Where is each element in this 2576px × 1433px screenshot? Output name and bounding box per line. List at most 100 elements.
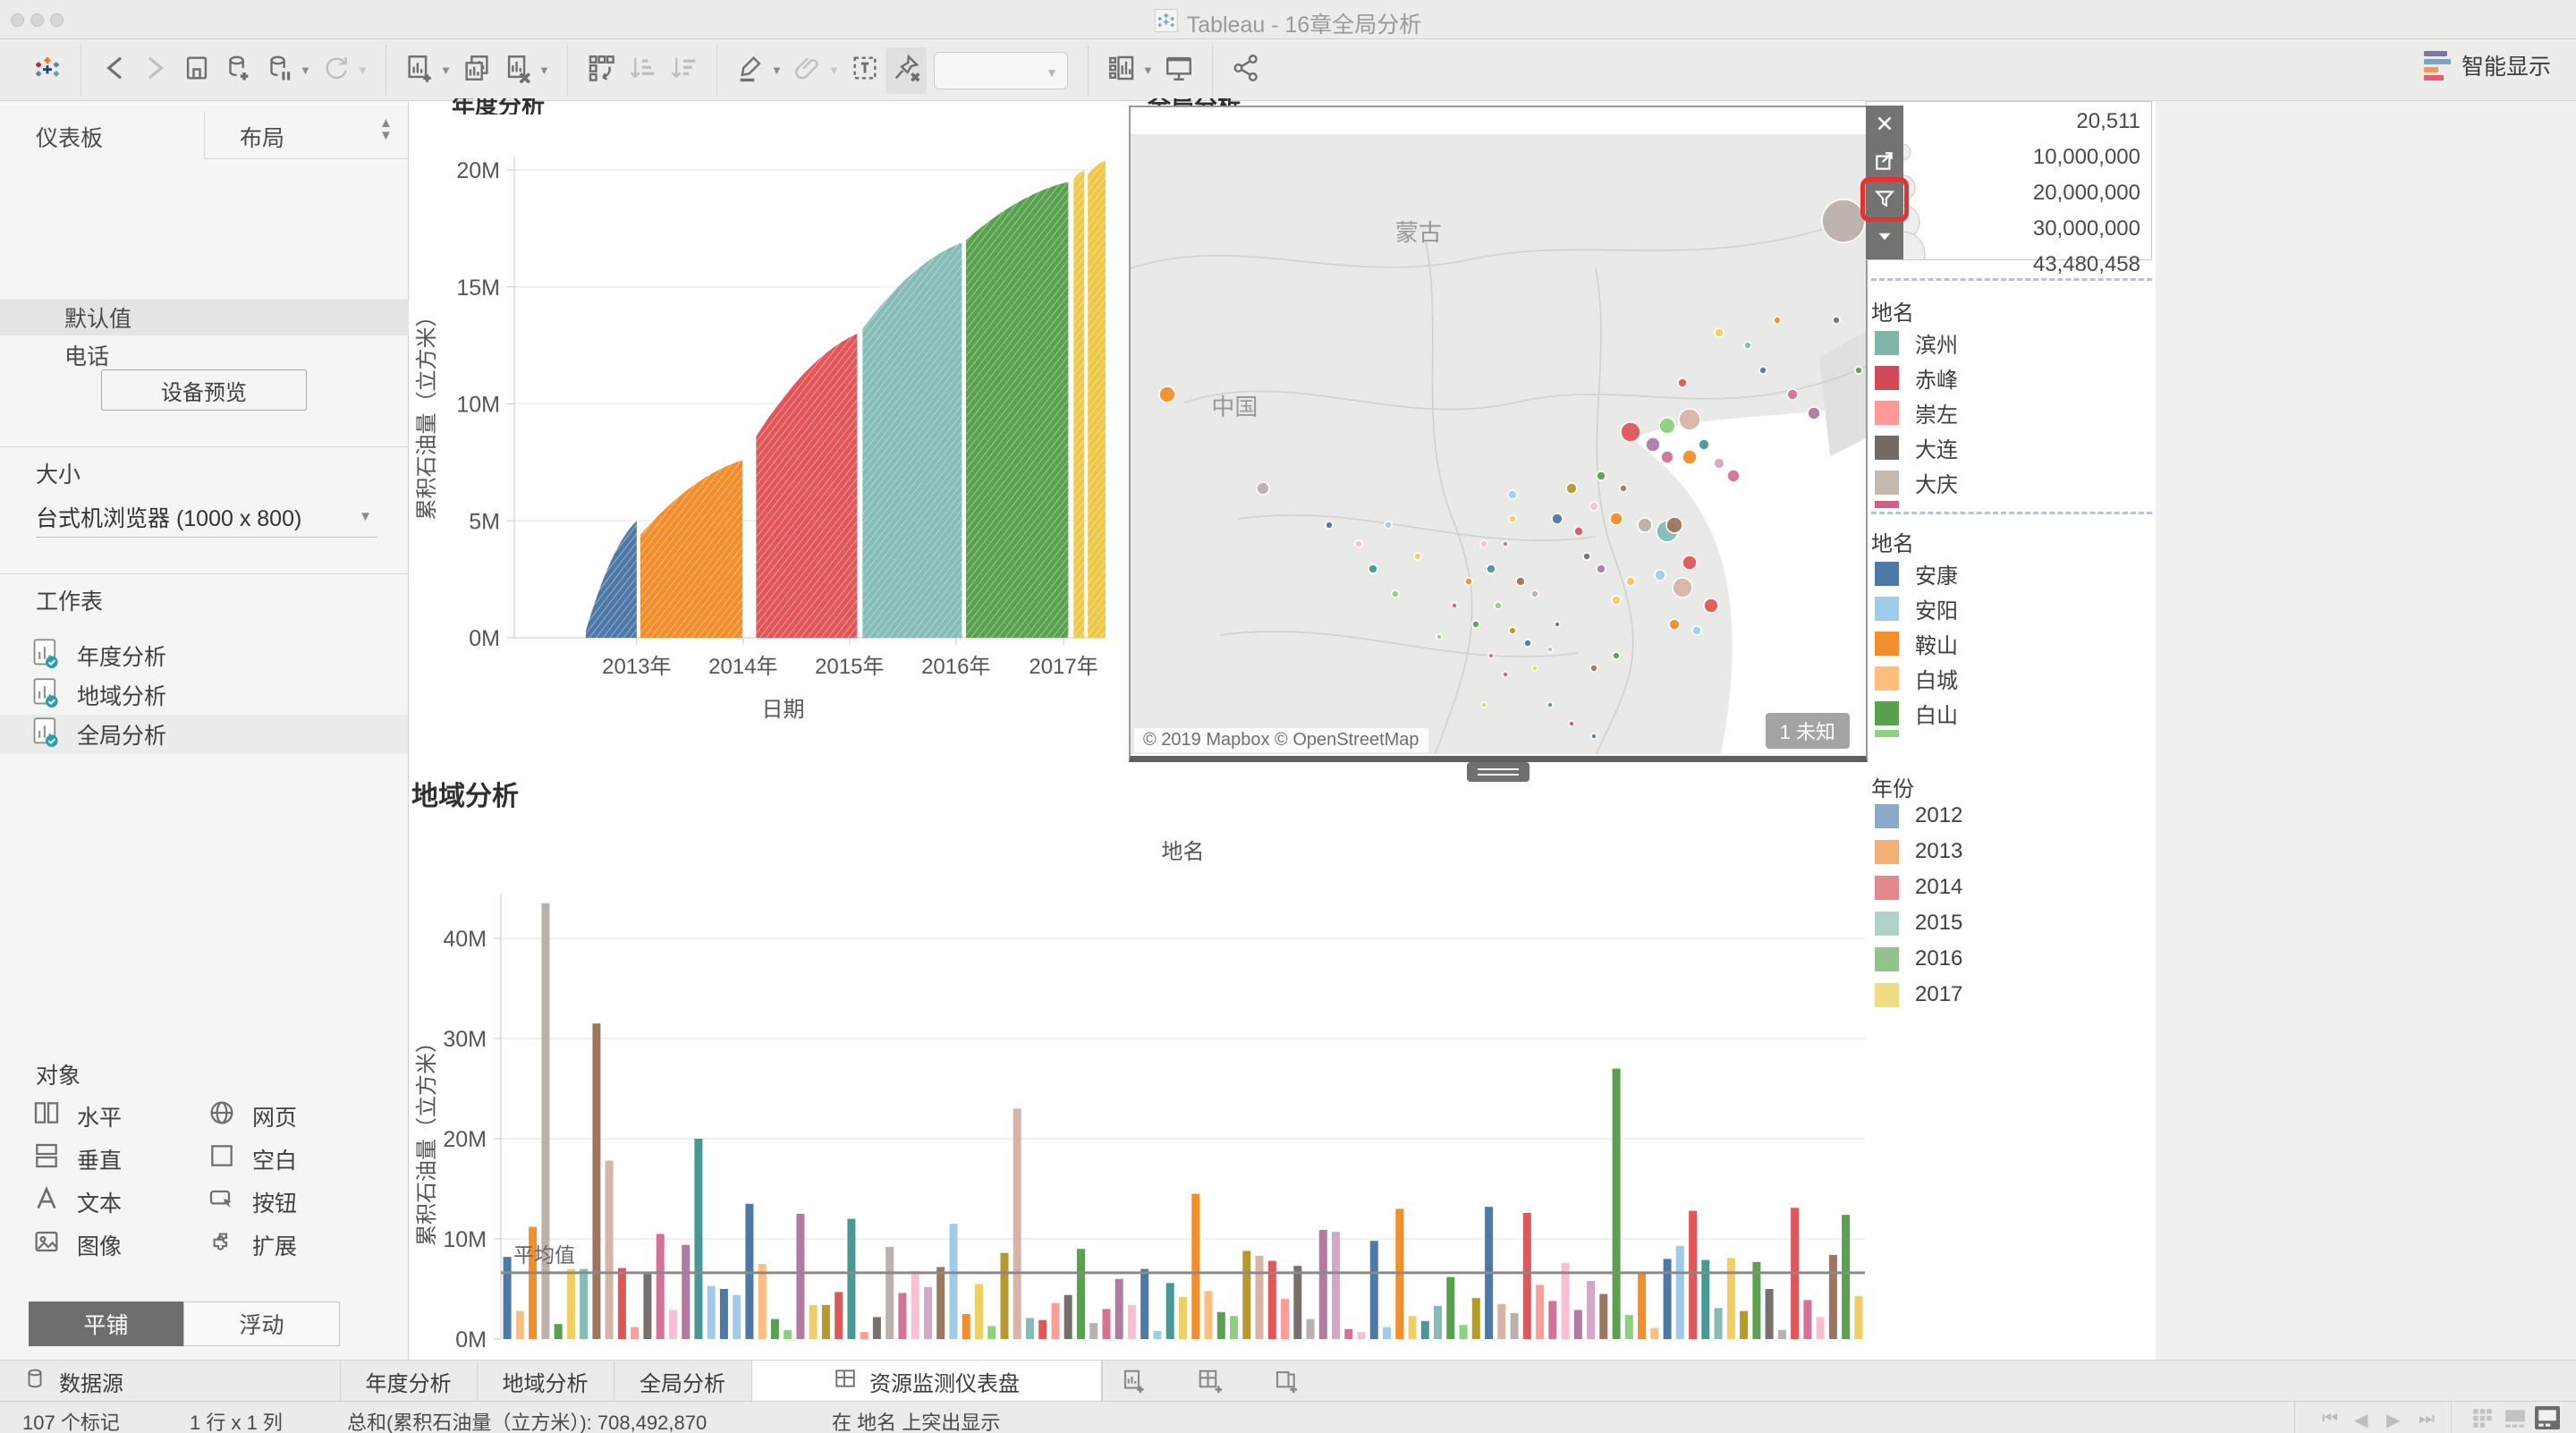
show-sheet-sorter-icon[interactable] (2470, 1406, 2496, 1429)
city-legend-2-item[interactable]: 白城 (1875, 663, 1958, 694)
bar[interactable] (1205, 1291, 1213, 1339)
bar[interactable] (504, 1257, 512, 1339)
chevron-down-icon[interactable]: ▼ (357, 47, 373, 94)
object-vertical[interactable]: 垂直 (32, 1141, 122, 1176)
bar[interactable] (822, 1305, 830, 1339)
map-bubble[interactable] (1509, 627, 1516, 634)
map-bubble[interactable] (1613, 652, 1620, 659)
map-bubble[interactable] (1661, 451, 1674, 463)
bar[interactable] (936, 1267, 945, 1339)
tab-dashboard[interactable]: 仪表板 (36, 121, 103, 153)
bar[interactable] (516, 1311, 524, 1339)
bar[interactable] (682, 1245, 690, 1339)
bar[interactable] (657, 1234, 665, 1339)
bar[interactable] (1077, 1249, 1085, 1339)
year-legend-item[interactable]: 2015 (1875, 911, 1962, 936)
bar[interactable] (1727, 1258, 1735, 1339)
map-bubble[interactable] (1532, 666, 1538, 671)
bar[interactable] (1358, 1332, 1366, 1339)
map-bubble[interactable] (1655, 570, 1665, 581)
sort-descending-button[interactable] (663, 47, 704, 94)
city-legend-1-item[interactable]: 滨州 (1875, 327, 1958, 359)
object-web[interactable]: 网页 (208, 1098, 297, 1133)
bar[interactable] (962, 1314, 970, 1339)
map-bubble[interactable] (1589, 502, 1598, 511)
undo-button[interactable] (94, 47, 135, 94)
map-chart[interactable] (1131, 107, 1866, 754)
bar[interactable] (1115, 1279, 1123, 1339)
bar[interactable] (1344, 1329, 1352, 1339)
map-bubble[interactable] (1808, 407, 1820, 420)
map-bubble[interactable] (1509, 515, 1516, 522)
map-bubble[interactable] (1704, 598, 1718, 613)
chevron-down-icon[interactable]: ▼ (1142, 47, 1158, 94)
bar[interactable] (1191, 1194, 1199, 1339)
bar[interactable] (758, 1264, 767, 1339)
bar[interactable] (1613, 1069, 1621, 1339)
bar[interactable] (1536, 1285, 1544, 1340)
map-bubble[interactable] (1503, 672, 1508, 677)
chevron-down-icon[interactable]: ▼ (300, 47, 316, 94)
map-bubble[interactable] (1566, 483, 1577, 494)
year-legend-item[interactable]: 2017 (1875, 982, 1962, 1007)
object-extension[interactable]: 扩展 (208, 1227, 297, 1262)
map-bubble[interactable] (1699, 439, 1709, 450)
bar[interactable] (720, 1289, 728, 1339)
zoom-window-icon[interactable] (50, 13, 64, 27)
map-bubble[interactable] (1414, 553, 1421, 560)
map-bubble[interactable] (1481, 702, 1487, 708)
new-dashboard-tab-button[interactable] (1192, 1364, 1228, 1398)
map-bubble[interactable] (1682, 555, 1697, 570)
bar[interactable] (1154, 1331, 1162, 1339)
bar[interactable] (1599, 1294, 1607, 1339)
bar[interactable] (873, 1317, 881, 1339)
bar[interactable] (1242, 1251, 1250, 1339)
bar[interactable] (555, 1324, 563, 1339)
bar[interactable] (1103, 1309, 1111, 1339)
bar[interactable] (1332, 1232, 1340, 1339)
map-bubble[interactable] (1659, 418, 1675, 434)
city-legend-2-item[interactable]: 安康 (1875, 558, 1958, 589)
map-bubble[interactable] (1495, 602, 1502, 609)
map-bubble[interactable] (1610, 513, 1623, 525)
bar[interactable] (809, 1305, 818, 1339)
bar[interactable] (606, 1161, 614, 1339)
last-page-icon[interactable]: ⏭ (2419, 1409, 2435, 1429)
duplicate-sheet-button[interactable] (456, 47, 497, 94)
map-bubble[interactable] (1679, 409, 1700, 430)
object-blank[interactable]: 空白 (208, 1141, 297, 1176)
pause-auto-updates-button[interactable] (258, 47, 300, 94)
bar[interactable] (860, 1332, 869, 1339)
tab-layout[interactable]: 布局 (240, 121, 284, 153)
bar[interactable] (1281, 1299, 1289, 1339)
year-legend-item[interactable]: 2014 (1875, 875, 1962, 900)
bar[interactable] (1842, 1215, 1850, 1339)
show-hide-cards-button[interactable] (1101, 47, 1142, 94)
map-bubble[interactable] (1326, 521, 1333, 529)
map-bubble[interactable] (1855, 367, 1862, 374)
map-bubble[interactable] (1612, 596, 1621, 605)
next-page-icon[interactable]: ▶ (2386, 1409, 2400, 1431)
bar[interactable] (1128, 1305, 1136, 1339)
bar[interactable] (1740, 1311, 1748, 1339)
map-bubble[interactable] (1547, 647, 1553, 652)
object-text[interactable]: 文本 (32, 1184, 122, 1219)
bar[interactable] (1013, 1108, 1021, 1339)
year-legend-item[interactable]: 2013 (1875, 839, 1962, 864)
map-bubble[interactable] (1673, 578, 1692, 598)
map-bubble[interactable] (1436, 634, 1442, 640)
bar[interactable] (1446, 1277, 1454, 1339)
map-panel[interactable]: 蒙古 中国 © 2019 Mapbox © OpenStreetMap 1 未知 (1129, 106, 1868, 762)
bar[interactable] (1421, 1321, 1429, 1339)
bar[interactable] (950, 1224, 958, 1339)
map-bubble[interactable] (1547, 702, 1553, 708)
chevron-down-icon[interactable]: ▼ (440, 47, 456, 94)
bar[interactable] (1230, 1316, 1238, 1339)
map-bubble[interactable] (1508, 490, 1517, 499)
map-bubble[interactable] (1524, 640, 1531, 647)
bar[interactable] (1778, 1330, 1786, 1339)
new-story-tab-button[interactable] (1268, 1364, 1304, 1398)
map-bubble[interactable] (1452, 603, 1457, 608)
map-bubble[interactable] (1385, 521, 1392, 529)
show-me-button[interactable]: 智能显示 (2424, 49, 2551, 81)
